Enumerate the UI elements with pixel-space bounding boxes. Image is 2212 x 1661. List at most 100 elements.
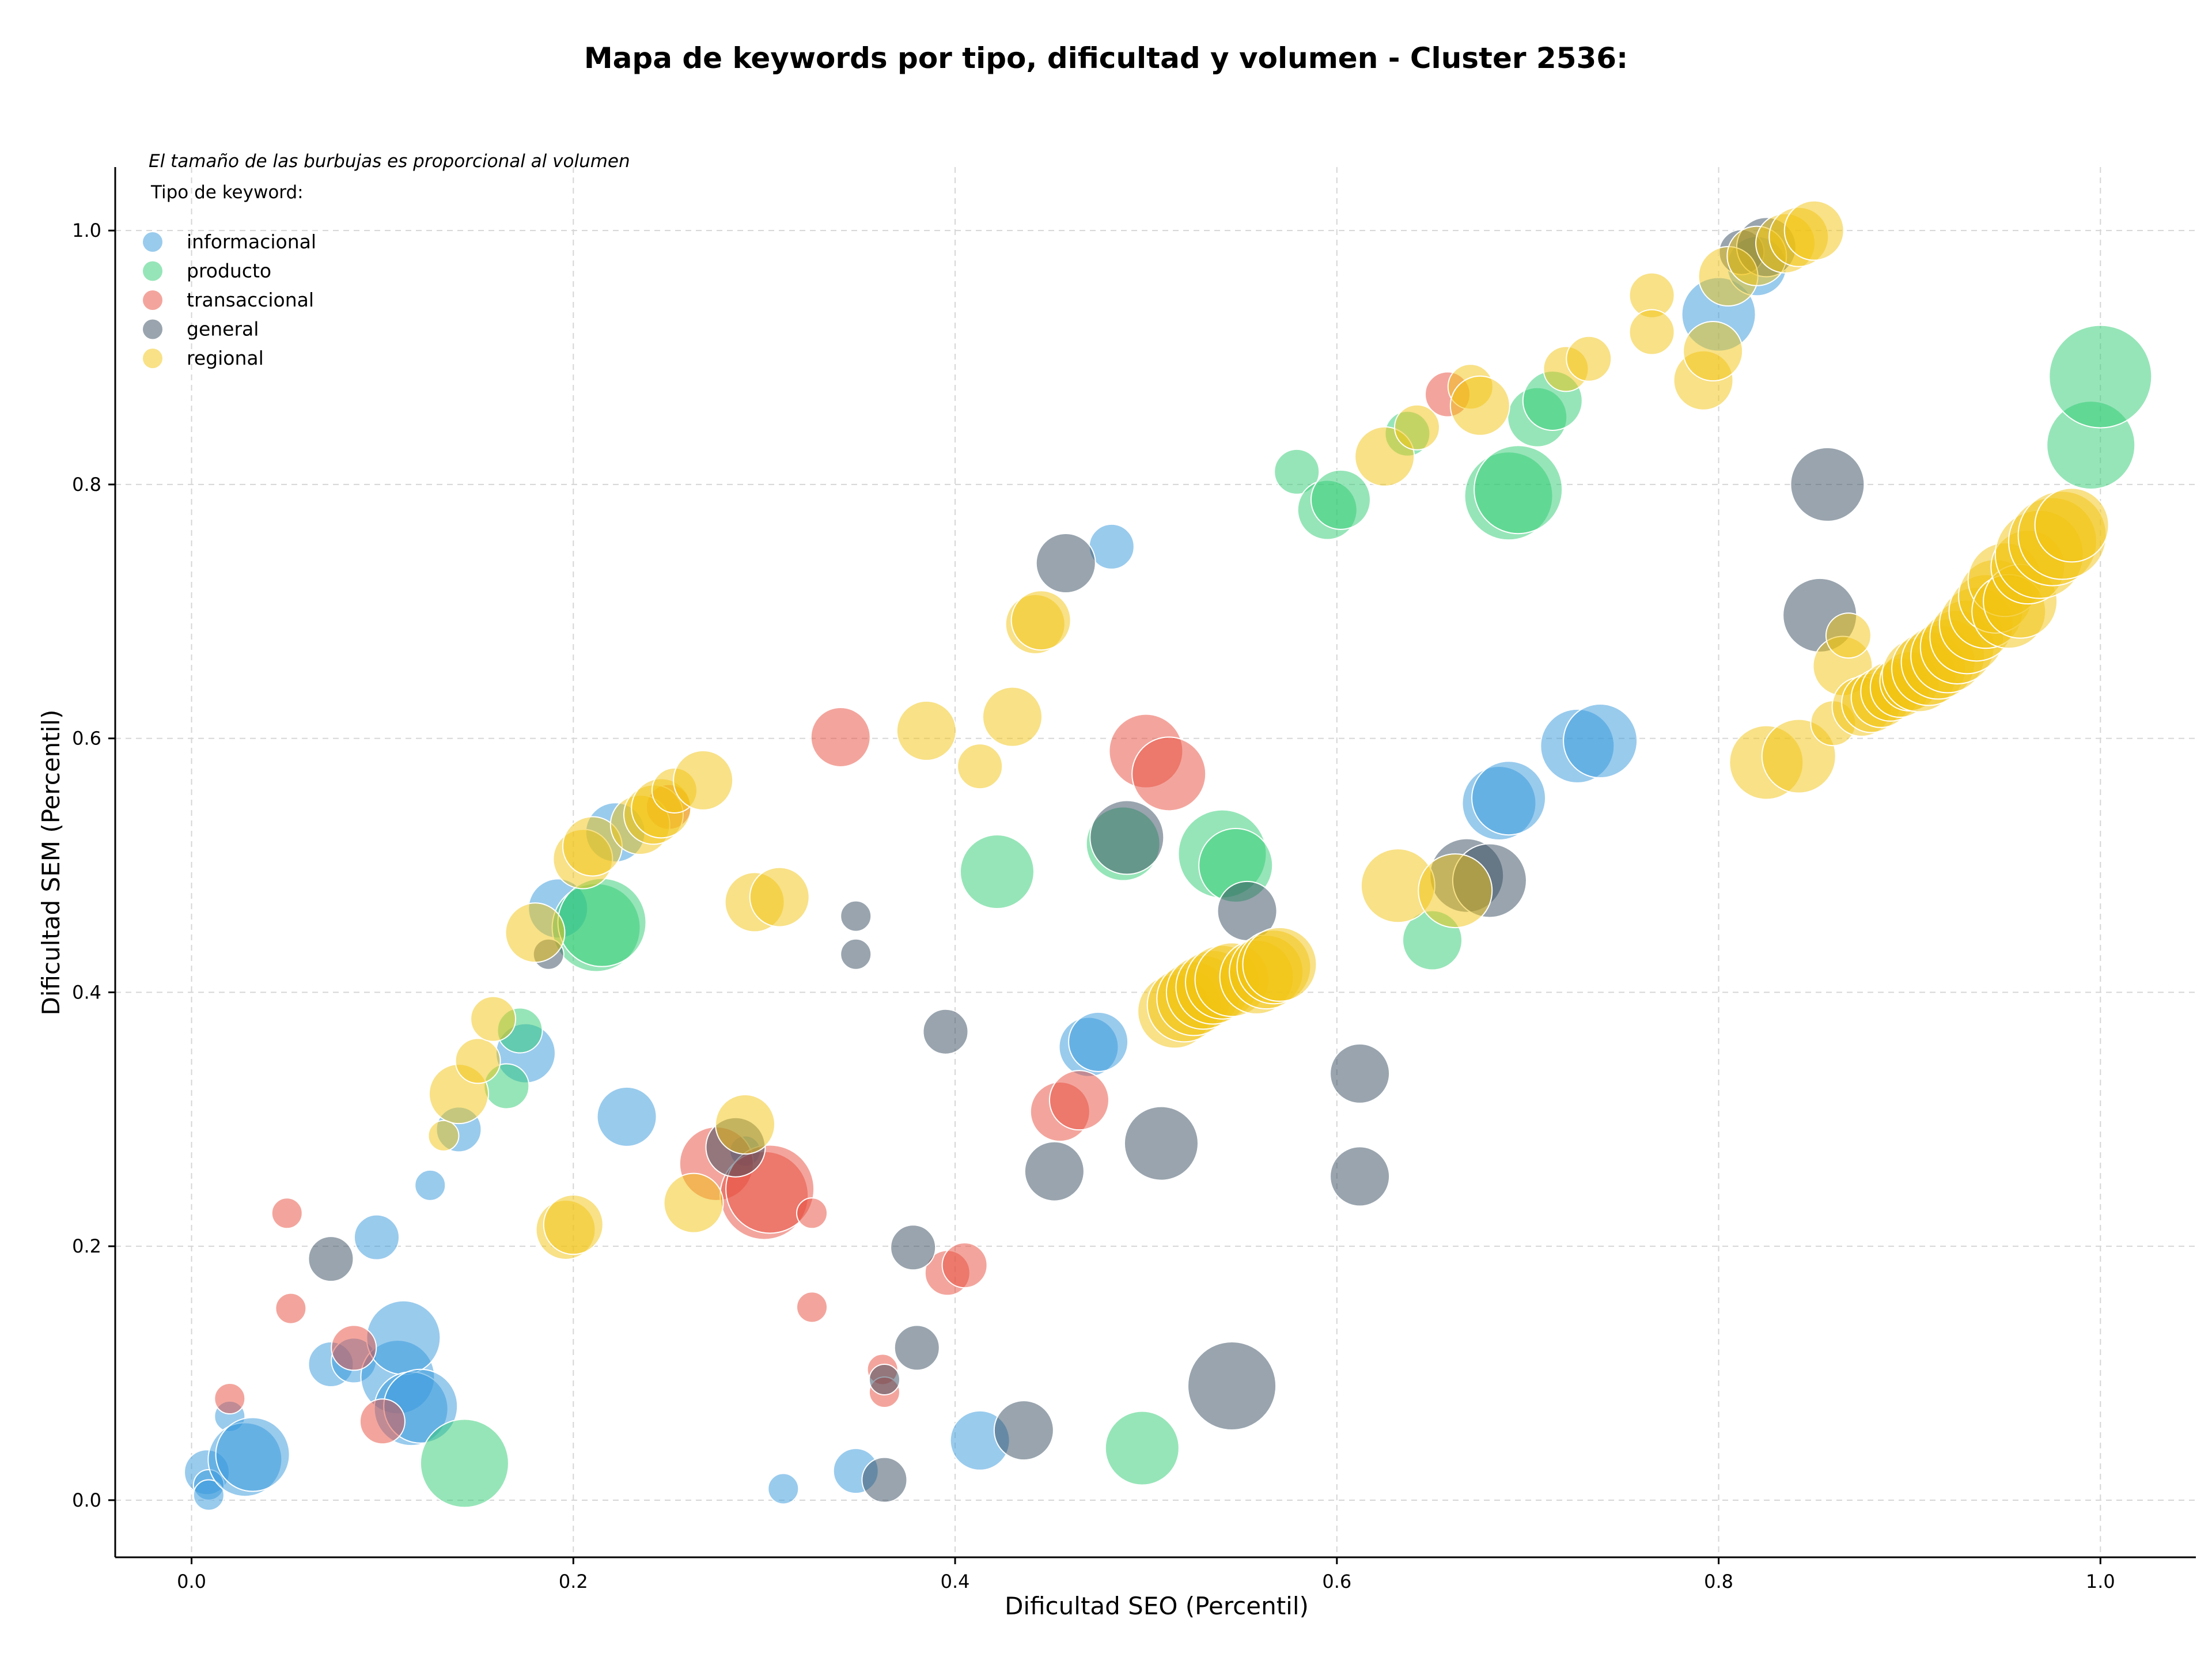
- x-tick-label: 1.0: [2086, 1571, 2115, 1592]
- tick-layer: 0.0 0.2 0.4 0.6 0.8 1.0 0.0 0.2 0.4 0.6 0.8 1.0: [72, 220, 2115, 1592]
- bubble-producto: [959, 834, 1035, 910]
- bubble-general: [1790, 447, 1865, 522]
- bubble-transaccional: [214, 1383, 246, 1415]
- bubble-regional: [673, 750, 734, 811]
- bubble-transaccional: [271, 1197, 303, 1229]
- legend-label-regional: regional: [187, 347, 264, 369]
- x-tick-label: 0.2: [559, 1571, 588, 1592]
- legend-label-producto: producto: [187, 260, 271, 282]
- bubble-regional: [543, 1194, 604, 1255]
- bubble-regional: [470, 996, 517, 1042]
- bubble-general: [922, 1008, 969, 1055]
- bubble-regional: [427, 1119, 460, 1152]
- legend-label-informacional: informacional: [187, 230, 316, 253]
- bubble-transaccional: [275, 1292, 307, 1325]
- bubble-regional: [2034, 487, 2109, 563]
- bubble-regional: [1628, 309, 1675, 355]
- series-transaccional: [214, 371, 1471, 1445]
- legend: informacional producto transaccional genera…: [143, 230, 316, 369]
- bubble-general: [868, 1363, 900, 1395]
- y-tick-label: 0.6: [72, 728, 101, 750]
- bubble-general: [993, 1400, 1054, 1461]
- chart-title: Mapa de keywords por tipo, dificultad y …: [584, 41, 1628, 75]
- bubble-producto: [1474, 445, 1563, 535]
- series-general: [308, 217, 1865, 1503]
- bubble-general: [893, 1325, 940, 1371]
- bubble-general: [1035, 533, 1096, 594]
- bubble-informacional: [767, 1473, 800, 1505]
- x-tick-label: 0.6: [1322, 1571, 1351, 1592]
- bubble-general: [1089, 800, 1165, 875]
- bubble-regional: [957, 743, 1003, 790]
- legend-marker-regional: [143, 349, 162, 368]
- bubble-general: [890, 1224, 937, 1271]
- bubble-producto: [2048, 324, 2153, 429]
- y-axis-label: Dificultad SEM (Percentil): [37, 710, 65, 1016]
- series-producto: [419, 324, 2153, 1508]
- bubble-regional: [1449, 375, 1510, 436]
- bubble-informacional: [1563, 703, 1638, 779]
- bubble-general: [1330, 1043, 1391, 1104]
- legend-marker-producto: [143, 261, 162, 281]
- y-tick-label: 1.0: [72, 220, 101, 241]
- bubble-transaccional: [810, 706, 871, 767]
- bubble-regional: [1242, 926, 1317, 1002]
- bubble-general: [1187, 1341, 1277, 1431]
- x-tick-label: 0.8: [1704, 1571, 1733, 1592]
- bubble-regional: [1010, 590, 1071, 651]
- bubble-general: [840, 938, 872, 970]
- bubble-general: [1024, 1141, 1085, 1202]
- bubble-informacional: [353, 1214, 400, 1261]
- bubble-regional: [1683, 321, 1744, 382]
- axes-layer: [114, 167, 2196, 1558]
- legend-title: Tipo de keyword:: [150, 182, 304, 203]
- bubble-general: [1123, 1106, 1199, 1181]
- x-tick-label: 0.4: [941, 1571, 970, 1592]
- bubble-informacional: [1471, 760, 1547, 836]
- bubble-informacional: [1068, 1011, 1129, 1072]
- legend-marker-transaccional: [143, 290, 162, 310]
- bubble-regional: [715, 1094, 776, 1155]
- legend-marker-informacional: [143, 232, 162, 252]
- bubble-transaccional: [331, 1325, 377, 1371]
- bubble-regional: [1393, 404, 1440, 451]
- y-tick-label: 0.8: [72, 474, 101, 495]
- legend-marker-general: [143, 319, 162, 339]
- bubble-transaccional: [796, 1291, 828, 1323]
- bubble-regional: [1783, 200, 1844, 261]
- y-tick-label: 0.2: [72, 1235, 101, 1257]
- bubble-transaccional: [796, 1197, 828, 1229]
- bubble-transaccional: [359, 1398, 406, 1445]
- bubble-informacional: [414, 1169, 446, 1201]
- series-regional: [427, 200, 2109, 1260]
- bubble-regional: [1418, 853, 1493, 929]
- bubble-producto: [557, 877, 647, 967]
- legend-label-general: general: [187, 318, 259, 340]
- bubble-size-note: El tamaño de las burbujas es proporciona…: [149, 151, 630, 172]
- bubble-regional: [749, 867, 810, 928]
- bubble-transaccional: [941, 1242, 988, 1289]
- bubble-transaccional: [1048, 1070, 1109, 1131]
- bubble-informacional: [215, 1417, 290, 1492]
- bubble-general: [861, 1456, 908, 1503]
- bubble-general: [308, 1236, 354, 1282]
- bubble-regional: [454, 1038, 501, 1084]
- bubble-informacional: [596, 1086, 657, 1147]
- bubble-producto: [419, 1418, 509, 1508]
- y-tick-label: 0.0: [72, 1489, 101, 1511]
- bubble-layer: [184, 200, 2153, 1511]
- bubble-regional: [896, 700, 957, 761]
- bubble-producto: [1310, 469, 1371, 530]
- bubble-regional: [505, 902, 566, 963]
- bubble-informacional: [366, 1300, 441, 1375]
- legend-label-transaccional: transaccional: [187, 289, 314, 311]
- bubble-regional: [663, 1172, 724, 1234]
- x-tick-label: 0.0: [177, 1571, 206, 1592]
- bubble-regional: [982, 686, 1043, 747]
- bubble-general: [840, 900, 872, 932]
- bubble-informacional: [192, 1479, 225, 1511]
- bubble-general: [1330, 1146, 1391, 1207]
- bubble-producto: [1104, 1410, 1180, 1486]
- bubble-transaccional: [1131, 736, 1207, 812]
